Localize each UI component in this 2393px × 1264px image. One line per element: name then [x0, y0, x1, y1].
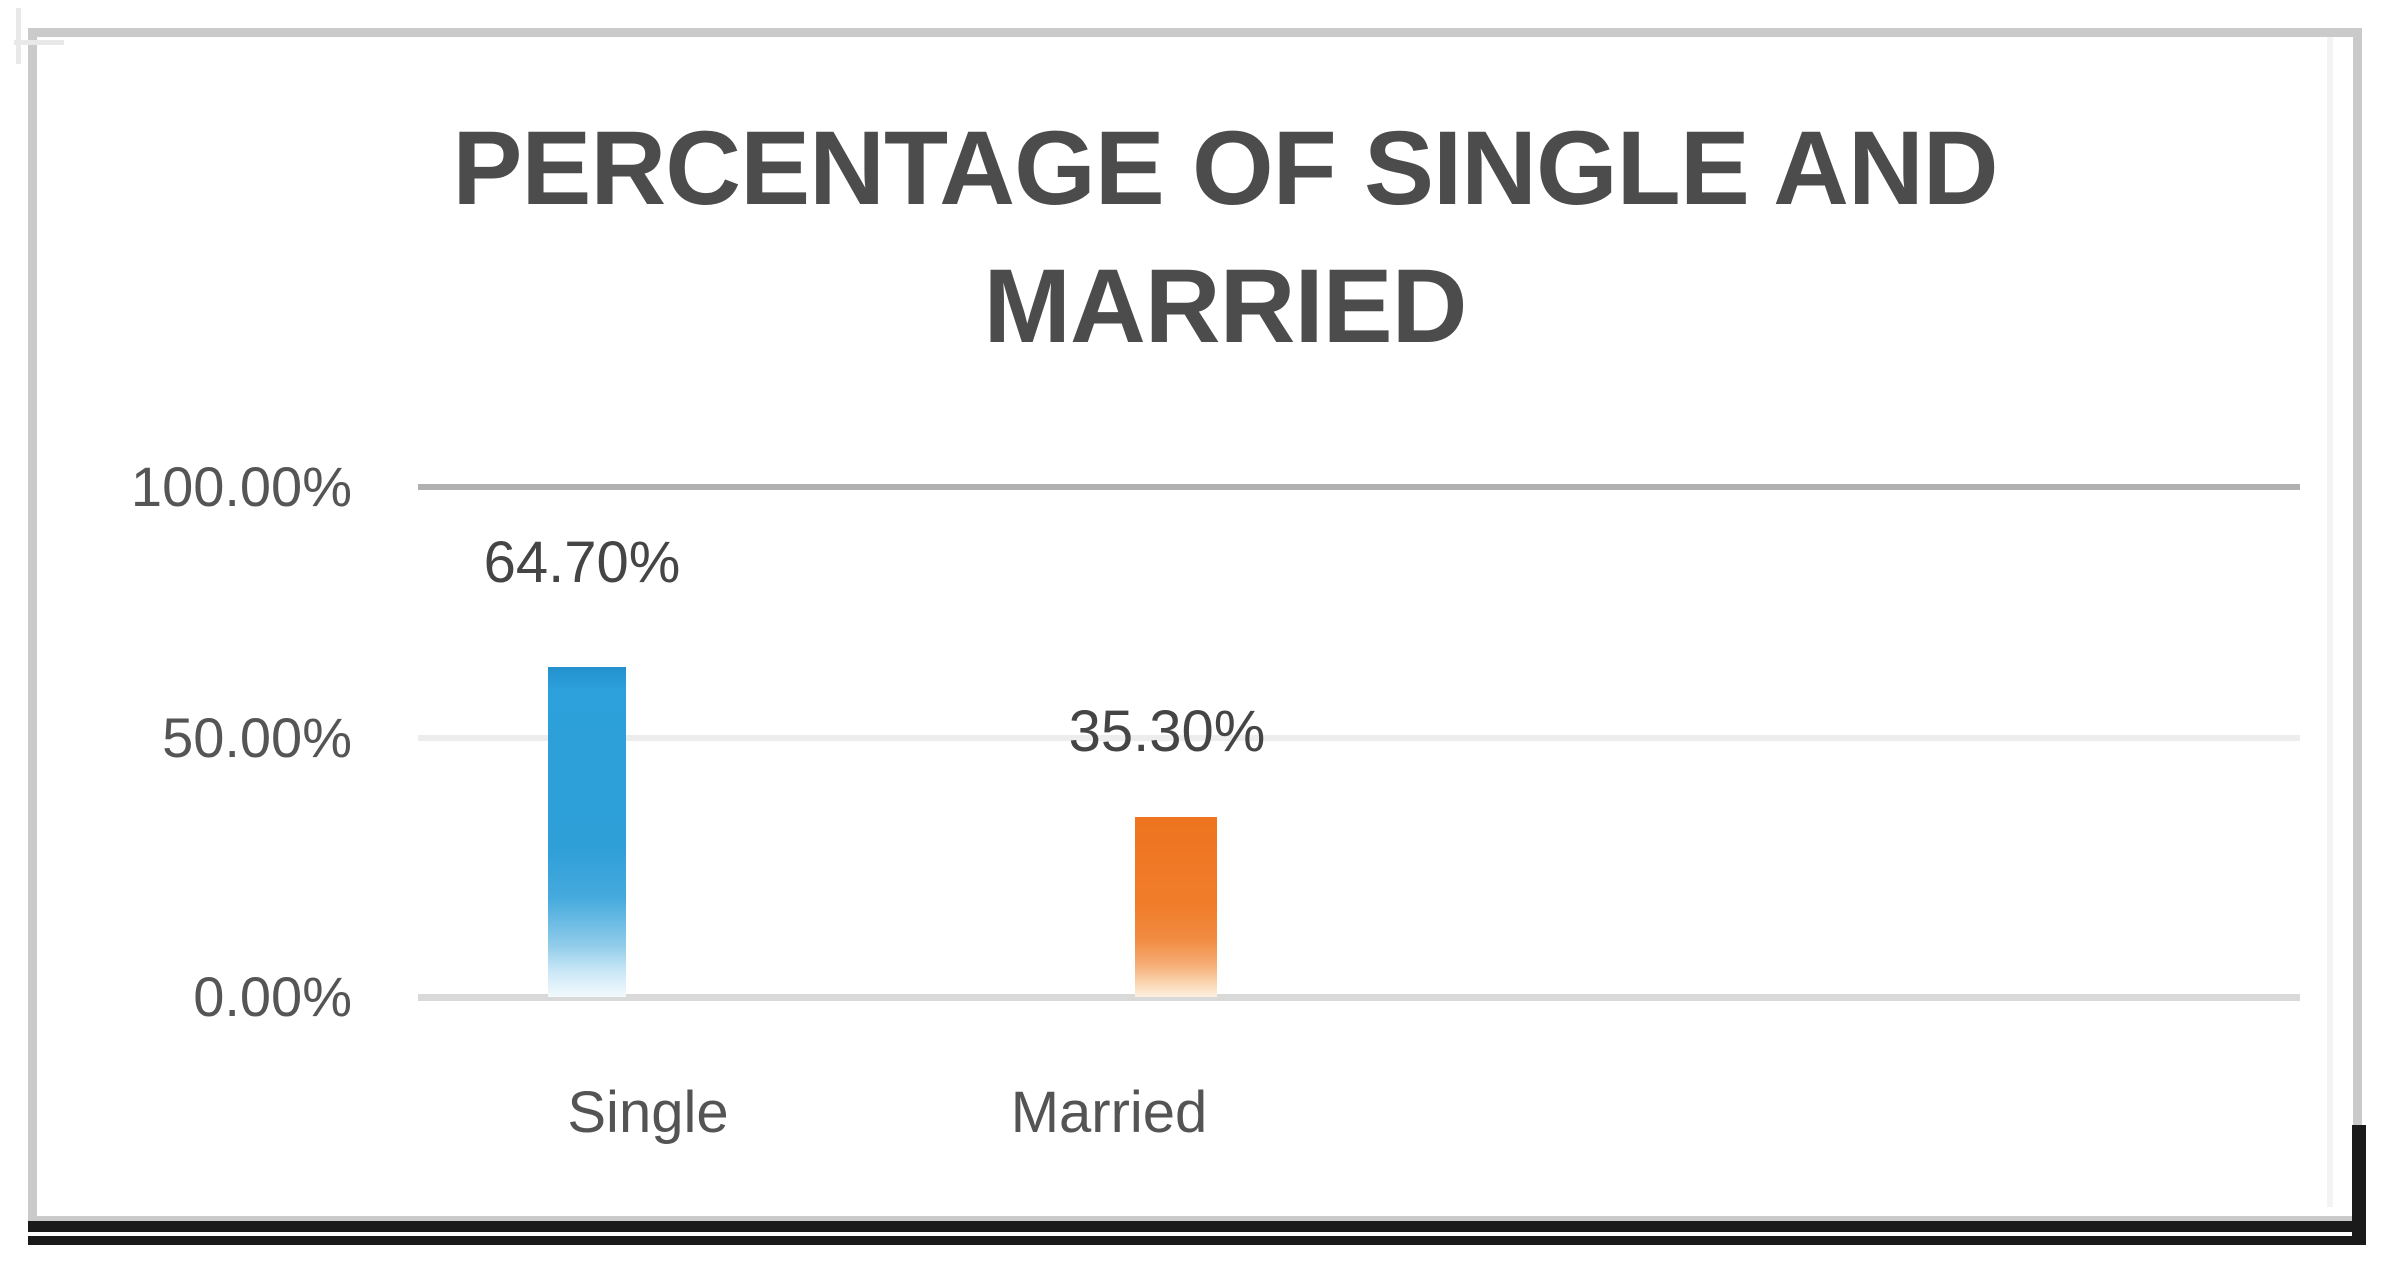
right-border-black-segment	[2352, 1125, 2366, 1244]
data-label-married: 35.30%	[1068, 699, 1266, 764]
worksheet-gridline-stub-vertical	[16, 8, 21, 64]
gridline-100-percent	[418, 484, 2300, 490]
bottom-thick-border-line-1	[28, 1221, 2366, 1232]
chart-title-line-1: PERCENTAGE OF SINGLE AND	[452, 110, 1998, 227]
data-label-single: 64.70%	[483, 530, 681, 595]
gridline-0-percent-baseline	[418, 994, 2300, 1001]
y-axis-tick-100: 100.00%	[130, 455, 352, 518]
gridline-50-percent	[418, 735, 2300, 741]
bar-married	[1135, 816, 1217, 997]
category-label-single: Single	[567, 1080, 729, 1145]
bottom-thick-border-line-2	[28, 1236, 2366, 1245]
chart-title: PERCENTAGE OF SINGLE AND MARRIED	[350, 100, 2100, 376]
chart-title-line-2: MARRIED	[983, 248, 1468, 365]
category-label-married: Married	[1010, 1080, 1208, 1145]
worksheet-gridline-stub-horizontal	[14, 40, 64, 45]
chart-border	[28, 28, 2362, 1225]
y-axis-tick-50: 50.00%	[162, 706, 352, 769]
bar-single	[548, 667, 626, 997]
y-axis-tick-0: 0.00%	[193, 965, 352, 1028]
worksheet-column-gridline	[2327, 37, 2333, 1207]
